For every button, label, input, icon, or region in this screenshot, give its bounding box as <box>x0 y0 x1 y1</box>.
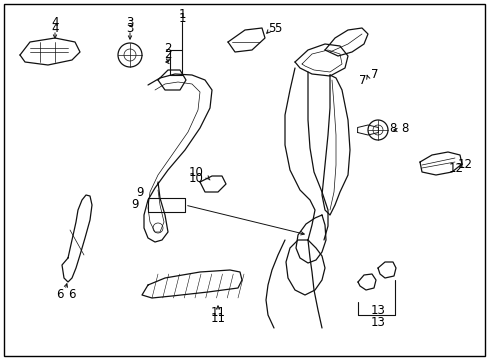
Text: 4: 4 <box>51 15 59 28</box>
Text: 9: 9 <box>131 198 139 211</box>
Text: 11: 11 <box>210 306 225 320</box>
Text: 5: 5 <box>274 22 281 35</box>
Text: 3: 3 <box>126 22 133 35</box>
Text: 2: 2 <box>164 49 171 62</box>
Text: 10: 10 <box>188 166 203 179</box>
Text: 6: 6 <box>56 288 63 302</box>
Text: 1: 1 <box>178 12 185 24</box>
Text: 11: 11 <box>210 311 225 324</box>
Text: 7: 7 <box>359 73 366 86</box>
Text: 10: 10 <box>188 171 203 184</box>
Text: 13: 13 <box>370 303 385 316</box>
Text: 6: 6 <box>68 288 76 302</box>
Text: 4: 4 <box>51 22 59 35</box>
Text: 2: 2 <box>164 41 171 54</box>
Text: 9: 9 <box>136 185 143 198</box>
Text: 7: 7 <box>370 68 378 81</box>
Text: 5: 5 <box>268 22 275 35</box>
Text: 8: 8 <box>388 122 396 135</box>
Text: 1: 1 <box>178 9 185 22</box>
Text: 12: 12 <box>457 158 471 171</box>
Text: 13: 13 <box>370 315 385 328</box>
Text: 3: 3 <box>126 15 133 28</box>
Text: 8: 8 <box>401 122 408 135</box>
Text: 12: 12 <box>447 162 463 175</box>
